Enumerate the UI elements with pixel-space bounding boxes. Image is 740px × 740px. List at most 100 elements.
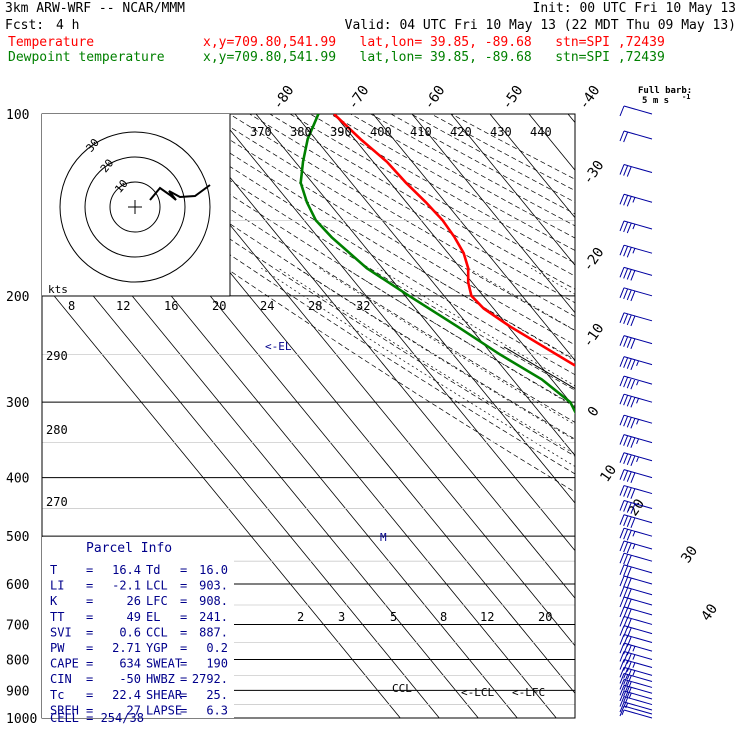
- hodograph-speed-label: 32: [356, 299, 370, 313]
- wind-barb: [619, 696, 653, 708]
- moist-adiabat-line: [319, 267, 575, 426]
- isotherm-line: [674, 101, 740, 731]
- parcel-value: 16.0: [199, 563, 228, 577]
- temperature-legend-info: x,y=709.80,541.99 lat,lon= 39.85, -89.68…: [203, 35, 665, 50]
- dry-adiabat-line: [269, 114, 575, 290]
- wind-barb: [619, 434, 653, 448]
- moist-adiabat-line: [261, 267, 575, 467]
- wind-barb: [619, 105, 653, 117]
- temperature-legend-label: Temperature: [8, 35, 95, 50]
- isotherm-label: -30: [580, 158, 608, 188]
- mixing-ratio-label: 5: [390, 610, 397, 624]
- mixing-ratio-label: 3: [338, 610, 345, 624]
- barb-legend-exponent: -1: [682, 93, 690, 101]
- sounding-traces: [299, 114, 575, 415]
- parcel-value: 903.: [199, 579, 228, 593]
- isotherm-label: -20: [580, 245, 608, 275]
- parcel-value: 22.4: [112, 688, 141, 702]
- wind-barb: [619, 666, 653, 680]
- plot-border: [41, 113, 576, 719]
- parcel-key: LAPSE: [146, 703, 182, 717]
- wind-barb: [619, 684, 653, 698]
- dry-adiabat-line: [67, 114, 575, 440]
- parcel-value: 634: [119, 657, 141, 671]
- wind-barb: [619, 414, 653, 429]
- parcel-value: 0.2: [206, 641, 228, 655]
- parcel-equals: =: [86, 625, 93, 639]
- dry-adiabat-line: [430, 114, 575, 191]
- pressure-tick-label: 400: [6, 472, 29, 487]
- parcel-key: CIN: [50, 672, 72, 686]
- isotherm-line: [216, 114, 575, 552]
- parcel-key: SWEAT: [146, 657, 182, 671]
- parcel-equals: =: [180, 579, 187, 593]
- parcel-value: -2.1: [112, 579, 141, 593]
- parcel-equals: =: [180, 563, 187, 577]
- pressure-tick-label: 100: [6, 108, 29, 123]
- hodograph-speed-label: 28: [308, 299, 322, 313]
- moist-adiabat-line: [468, 267, 575, 331]
- mixing-ratio-label: 20: [538, 610, 552, 624]
- parcel-equals: =: [180, 703, 187, 717]
- wind-barb-column: [619, 105, 653, 719]
- wind-barb: [619, 659, 653, 672]
- isotherm-label: 10: [597, 462, 620, 485]
- parcel-equals: =: [86, 688, 93, 702]
- isotherm-label: -80: [270, 83, 298, 113]
- isotherm-line: [255, 114, 575, 504]
- hodograph-ring: [84, 156, 186, 258]
- barb-legend-line2: 5 m s: [642, 96, 669, 106]
- dewpoint-trace: [299, 114, 575, 415]
- hodograph-ring-label: 30: [84, 136, 102, 155]
- parcel-key: K: [50, 594, 58, 608]
- mixing-ratio-label: 12: [480, 610, 494, 624]
- isotherm-line: [294, 114, 575, 457]
- hodograph-speed-label: 8: [68, 299, 75, 313]
- parcel-equals: =: [86, 594, 93, 608]
- wind-barb: [619, 606, 653, 620]
- isotherm-line: [713, 101, 740, 731]
- pressure-tick-label: 300: [6, 396, 29, 411]
- dewpoint-legend-label: Dewpoint temperature: [8, 50, 165, 65]
- parcel-equals: =: [180, 688, 187, 702]
- isotherm-line: [596, 101, 740, 731]
- theta-e-label: 410: [410, 125, 432, 139]
- wind-barb: [619, 164, 653, 177]
- parcel-cell: CELL = 254/38: [50, 711, 144, 725]
- hodograph-speed-label: 16: [164, 299, 178, 313]
- parcel-equals: =: [86, 579, 93, 593]
- isotherm-line: [567, 114, 575, 124]
- parcel-value: -50: [119, 672, 141, 686]
- isotherm-label: -60: [421, 83, 449, 113]
- parcel-equals: =: [86, 641, 93, 655]
- parcel-value: 16.4: [112, 563, 141, 577]
- diagram-frame: [41, 113, 576, 719]
- parcel-key: SHEAR: [146, 688, 183, 702]
- dry-adiabat-line: [107, 114, 575, 407]
- theta-e-label: 400: [370, 125, 392, 139]
- barb-legend-line1: Full barb:: [638, 86, 692, 96]
- wind-barb: [619, 552, 653, 566]
- wind-barb: [619, 193, 653, 207]
- parcel-info-box: Parcel Info T = 16.4 Td = 16.0 LI = -2.1 LCL = 903.…: [42, 537, 234, 725]
- wind-barb: [619, 485, 653, 499]
- parcel-key: YGP: [146, 641, 168, 655]
- isotherm-line: [177, 114, 575, 599]
- parcel-info-title: Parcel Info: [86, 541, 172, 556]
- wind-barb: [619, 650, 653, 664]
- hodograph-speed-label: 24: [260, 299, 274, 313]
- parcel-equals: =: [180, 657, 187, 671]
- moist-adiabat-line: [345, 267, 575, 408]
- wind-barb: [621, 709, 653, 719]
- lfc-annotation: <-LFC: [512, 686, 545, 699]
- m-annotation: M: [380, 531, 387, 544]
- wind-barb: [619, 672, 653, 686]
- isotherm-line: [372, 114, 575, 361]
- wind-barb: [619, 575, 653, 589]
- mixing-ratio-label: 2: [297, 610, 304, 624]
- parcel-key: HWBZ: [146, 672, 175, 686]
- hodograph-ring: [109, 181, 161, 233]
- moist-adiabat-line: [297, 267, 575, 441]
- parcel-equals: =: [86, 563, 93, 577]
- parcel-equals: =: [180, 610, 187, 624]
